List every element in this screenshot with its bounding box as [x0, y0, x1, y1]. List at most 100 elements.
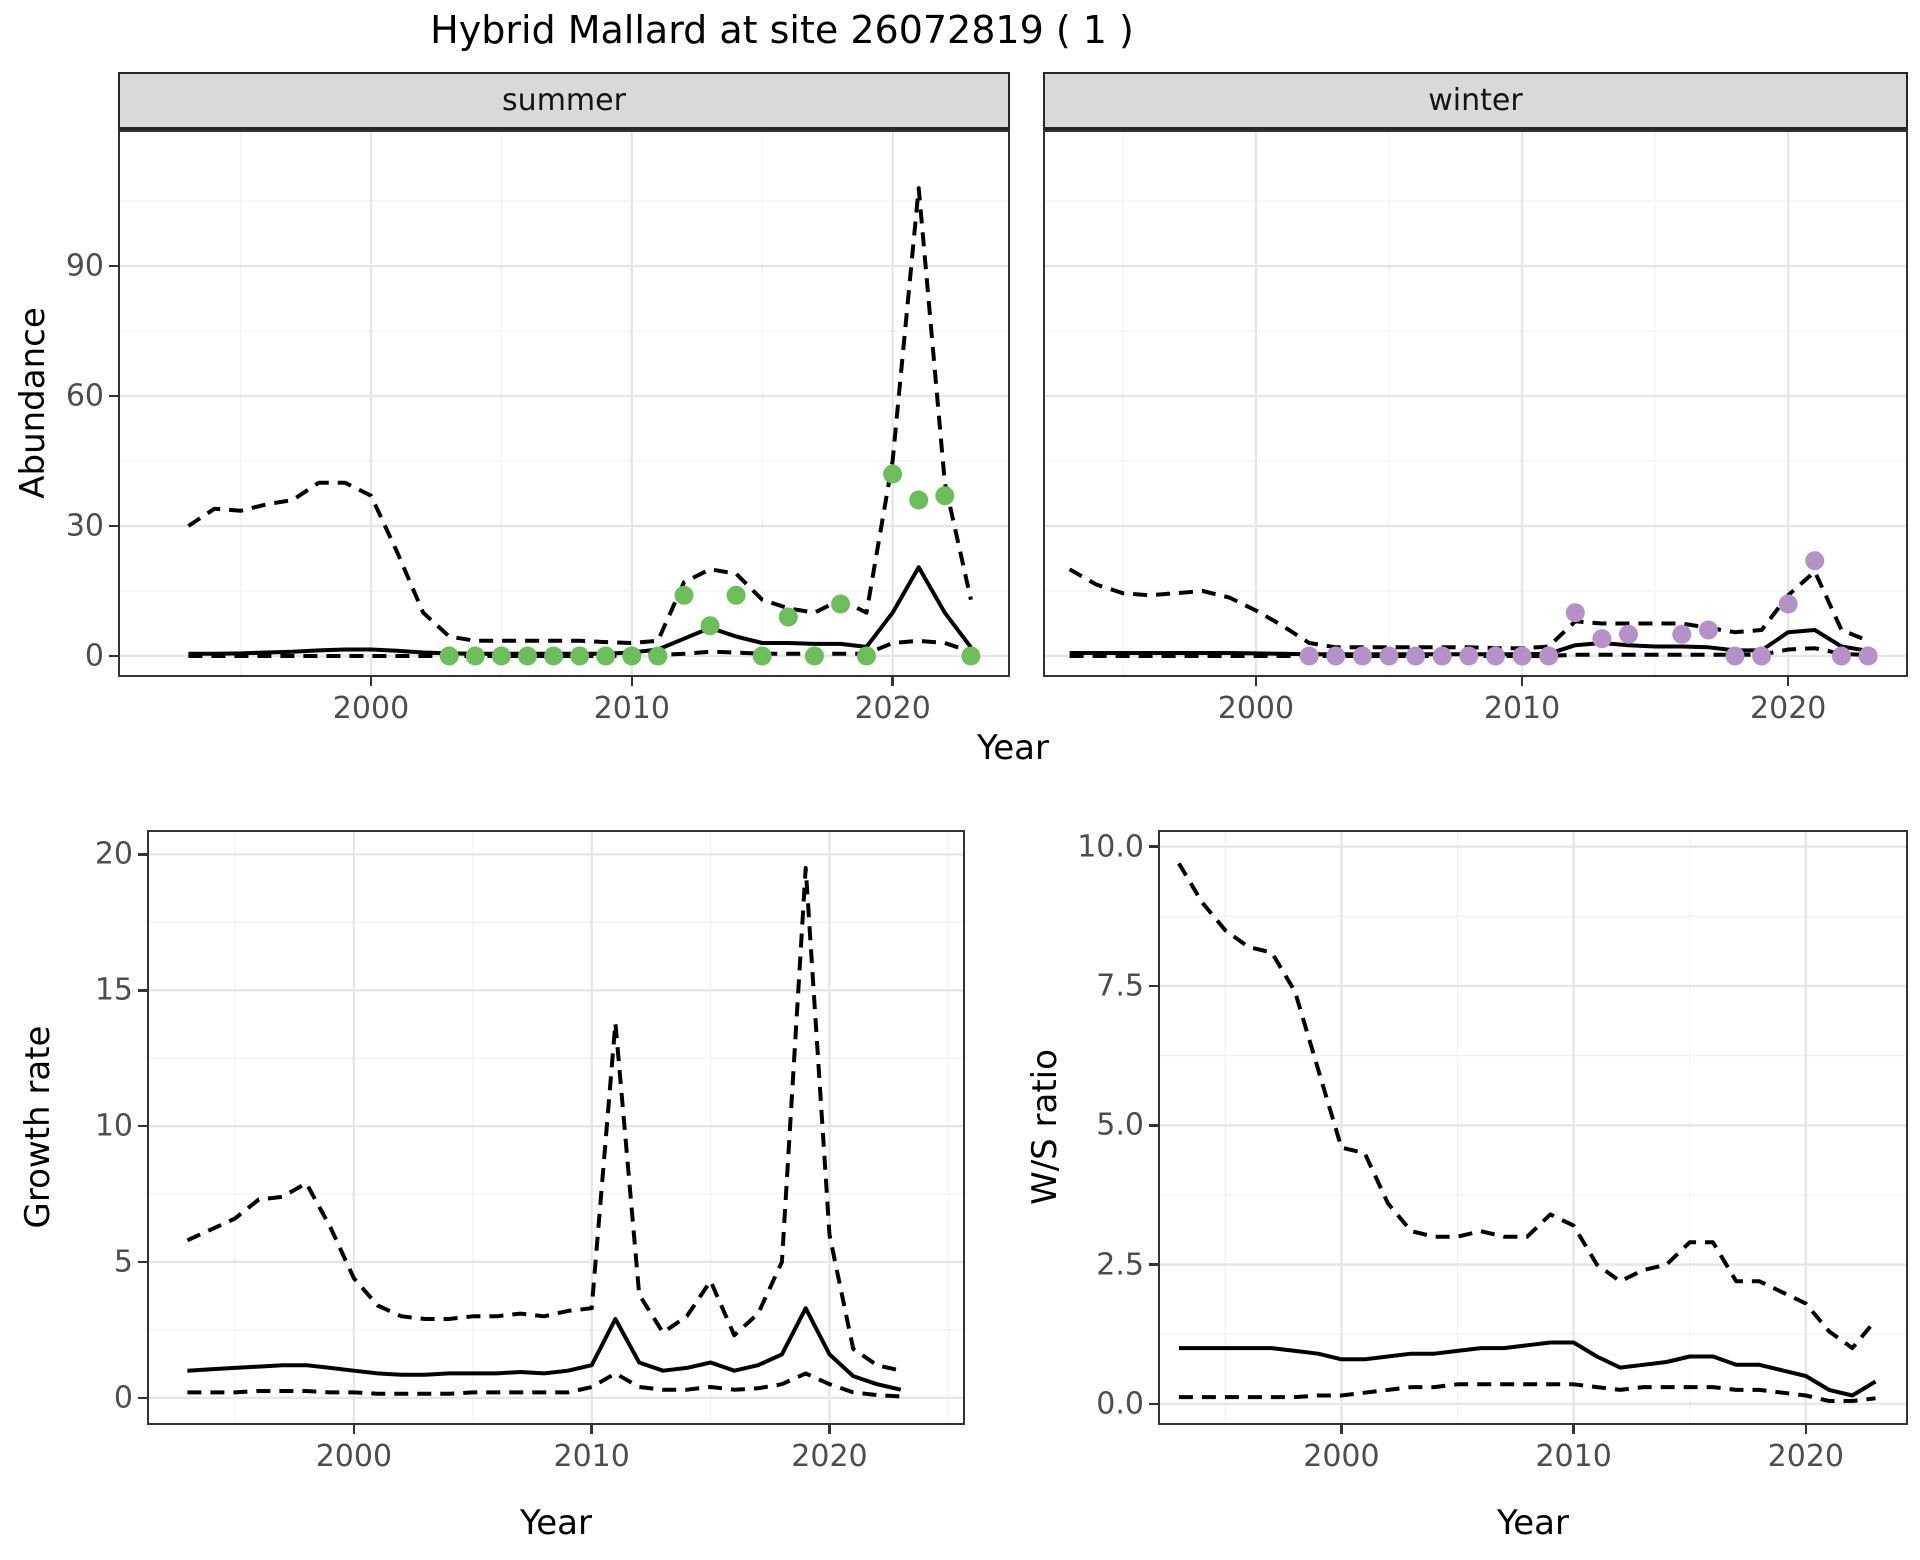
x-tick-label: 2000 — [1303, 1439, 1380, 1474]
observed-point — [1299, 646, 1319, 666]
plot-area-growth-rate — [147, 830, 965, 1425]
observed-point — [1486, 646, 1505, 666]
x-tick-label: 2010 — [1483, 691, 1561, 726]
panel-abundance-summer: 2000 2010 2020 0 30 60 90 — [66, 130, 1010, 726]
series-upper_95_ci — [1068, 567, 1869, 651]
observed-point — [1725, 646, 1745, 666]
observed-point — [1326, 646, 1346, 666]
chart-title: Hybrid Mallard at site 26072819 ( 1 ) — [430, 8, 1134, 52]
observed-point — [1672, 624, 1692, 644]
observed-point — [674, 585, 694, 605]
y-tick-mark — [138, 989, 147, 992]
y-tick-label: 20 — [94, 836, 133, 872]
observed-point — [1778, 594, 1798, 614]
y-tick-label: 0 — [113, 1380, 133, 1416]
y-tick-mark — [138, 853, 147, 856]
y-tick-mark — [1149, 1263, 1158, 1266]
series-upper_95_ci — [187, 186, 973, 645]
observed-point — [1858, 646, 1878, 666]
y-tick-label: 0 — [84, 638, 104, 674]
y-tick-mark — [1149, 845, 1158, 848]
plot-area-abundance-summer — [118, 130, 1010, 677]
y-tick-mark — [109, 394, 118, 398]
series-median — [1178, 1340, 1877, 1398]
y-tick-mark — [109, 524, 118, 528]
observed-point — [1379, 646, 1399, 666]
observed-point — [961, 646, 981, 666]
observed-point — [1619, 624, 1638, 644]
x-tick-label: 2010 — [553, 1439, 630, 1474]
x-tick-mark — [590, 1425, 593, 1434]
x-axis-title-ws-ratio: Year — [1497, 1503, 1569, 1543]
observed-point — [857, 646, 876, 666]
y-tick-mark — [1149, 1402, 1158, 1406]
observed-point — [465, 646, 485, 666]
y-tick-label: 10 — [94, 1108, 133, 1144]
x-axis-title-growth-rate: Year — [520, 1503, 592, 1543]
x-tick-mark — [1340, 1425, 1343, 1434]
y-tick-label: 60 — [65, 378, 104, 414]
observed-point — [1352, 646, 1372, 666]
panel-ws-ratio: 2000 2010 2020 0.0 2.5 5.0 7.5 10.0 — [1077, 829, 1908, 1474]
x-tick-label: 2010 — [1535, 1439, 1612, 1474]
y-tick-label: 15 — [94, 972, 133, 1008]
observed-point — [1698, 620, 1718, 640]
plot-area-abundance-winter — [1043, 130, 1908, 677]
observed-point — [1805, 551, 1825, 571]
x-tick-label: 2020 — [791, 1439, 868, 1474]
observed-point — [700, 616, 720, 636]
x-tick-label: 2010 — [593, 691, 670, 726]
y-axis-title-growth-rate: Growth rate — [18, 1025, 58, 1229]
observed-point — [1752, 646, 1772, 666]
facet-label-summer: summer — [502, 83, 626, 118]
facet-label-winter: winter — [1428, 83, 1523, 118]
observed-point — [648, 646, 668, 666]
x-axis-title-top: Year — [977, 728, 1049, 768]
y-tick-label: 5.0 — [1096, 1107, 1144, 1143]
x-tick-mark — [369, 677, 373, 686]
y-tick-mark — [138, 1124, 147, 1128]
x-tick-label: 2020 — [1767, 1439, 1845, 1474]
observed-point — [570, 646, 590, 666]
series-upper_95_ci — [1177, 862, 1878, 1351]
series-median — [187, 1306, 902, 1392]
y-axis-title-abundance: Abundance — [13, 307, 53, 499]
observed-point — [544, 646, 564, 666]
x-tick-label: 2020 — [854, 691, 931, 726]
y-tick-mark — [109, 654, 118, 658]
observed-point — [778, 607, 798, 627]
observed-point — [804, 646, 824, 666]
y-tick-label: 90 — [65, 248, 104, 284]
observed-point — [491, 646, 511, 666]
x-tick-label: 2020 — [1750, 691, 1827, 726]
y-axis-title-ws-ratio: W/S ratio — [1025, 1049, 1065, 1205]
observed-point — [1592, 629, 1612, 649]
x-tick-mark — [1520, 677, 1524, 686]
series-lower_95_ci — [187, 1371, 901, 1399]
y-tick-label: 2.5 — [1096, 1247, 1144, 1283]
panel-abundance-winter: 2000 2010 2020 — [1043, 130, 1908, 726]
observed-point — [1539, 646, 1559, 666]
observed-point — [883, 464, 903, 484]
facet-strip-winter: winter — [1043, 72, 1908, 130]
x-tick-mark — [1786, 677, 1790, 686]
observed-point — [909, 490, 929, 510]
observed-point — [1459, 646, 1479, 666]
observed-point — [1406, 646, 1426, 666]
x-tick-mark — [1804, 1425, 1808, 1434]
plot-area-ws-ratio — [1158, 830, 1908, 1425]
y-tick-label: 7.5 — [1096, 968, 1144, 1004]
y-tick-label: 30 — [65, 508, 104, 544]
x-tick-label: 2000 — [315, 1439, 393, 1474]
observed-point — [1432, 646, 1452, 666]
x-tick-mark — [828, 1425, 831, 1434]
y-tick-label: 10.0 — [1077, 829, 1144, 865]
x-tick-mark — [630, 677, 634, 686]
x-tick-mark — [891, 677, 894, 686]
observed-point — [935, 486, 955, 506]
observed-point — [752, 646, 772, 666]
observed-point — [518, 646, 537, 666]
y-tick-mark — [1149, 984, 1158, 988]
y-tick-label: 0.0 — [1096, 1386, 1144, 1422]
